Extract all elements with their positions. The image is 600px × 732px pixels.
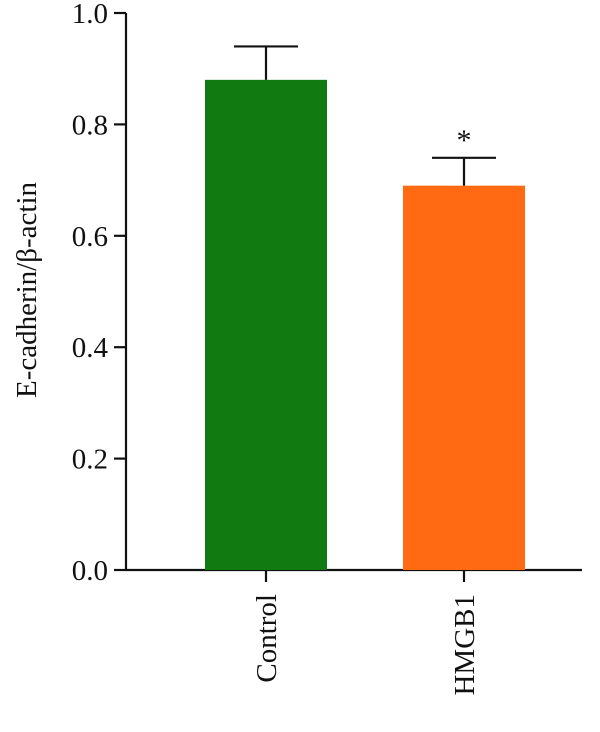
significance-label: *: [457, 124, 472, 157]
bar: [403, 185, 525, 571]
x-category-label: Control: [251, 594, 283, 683]
y-tick-label: 0.8: [72, 109, 108, 141]
x-category-label: HMGB1: [449, 594, 481, 696]
y-tick-label: 1.0: [72, 0, 108, 30]
y-tick-label: 0.6: [72, 221, 108, 253]
bar: [205, 79, 327, 570]
y-axis-label: E-cadherin/β-actin: [11, 181, 43, 398]
y-tick-label: 0.0: [72, 555, 108, 587]
y-tick-label: 0.2: [72, 444, 108, 476]
y-tick-label: 0.4: [72, 332, 109, 364]
